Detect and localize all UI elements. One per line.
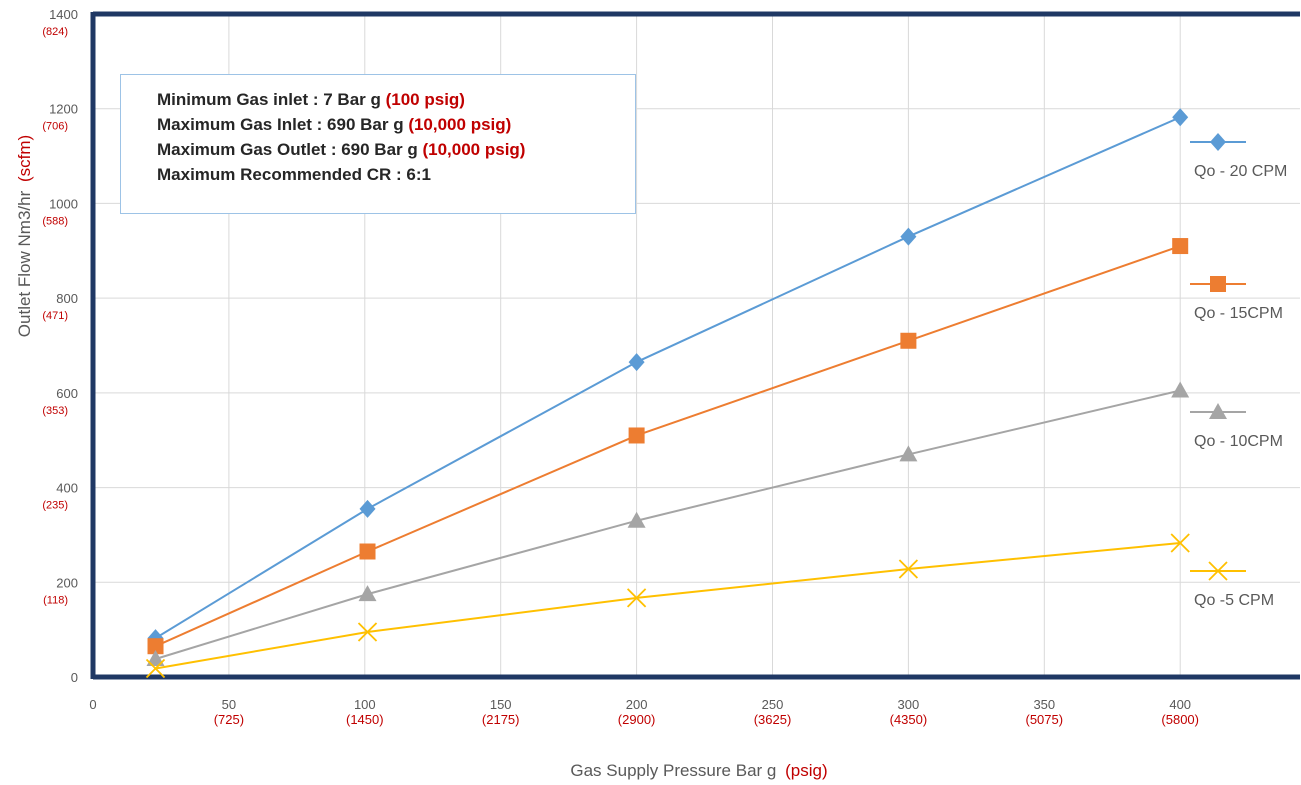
y-tick-sublabel: (471): [42, 310, 68, 322]
legend-label: Qo -5 CPM: [1194, 592, 1274, 609]
note-line: Maximum Recommended CR : 6:1: [157, 162, 635, 187]
legend-marker: [1210, 133, 1226, 151]
marker-stroke: [145, 658, 166, 679]
note-text: Maximum Gas Outlet : 690 Bar g: [157, 140, 423, 159]
data-point: [359, 499, 376, 518]
specs-annotation-box: Minimum Gas inlet : 7 Bar g (100 psig) M…: [120, 74, 636, 214]
note-line: Maximum Gas Inlet : 690 Bar g (10,000 ps…: [157, 112, 635, 137]
data-point: [147, 638, 164, 655]
y-tick-sublabel: (706): [42, 121, 68, 133]
x-tick-label: 400: [1169, 697, 1191, 712]
note-line: Maximum Gas Outlet : 690 Bar g (10,000 p…: [157, 137, 635, 162]
x-tick-sublabel: (2900): [618, 712, 656, 727]
y-tick-label: 800: [56, 291, 78, 306]
series-line: [155, 245, 1181, 648]
data-point: [627, 511, 646, 528]
note-accent: (10,000 psig): [422, 140, 526, 159]
data-point: [900, 227, 917, 246]
data-point: [357, 622, 378, 642]
x-tick-sublabel: (5075): [1026, 712, 1064, 727]
y-tick-sublabel: (353): [42, 405, 68, 417]
x-tick-sublabel: (4350): [890, 712, 928, 727]
legend-item: Qo - 15CPM: [1190, 276, 1283, 322]
marker-stroke: [898, 559, 919, 579]
x-tick-sublabel: (3625): [754, 712, 792, 727]
x-tick-label: 150: [490, 697, 512, 712]
y-axis-title: Outlet Flow Nm3/hr (scfm): [15, 135, 34, 337]
legend-item: Qo -5 CPM: [1190, 561, 1274, 609]
data-point: [628, 427, 645, 444]
series-triangle: [146, 381, 1190, 667]
x-tick-label: 250: [762, 697, 784, 712]
x-tick-label: 0: [89, 697, 96, 712]
note-text: Maximum Gas Inlet : 690 Bar g: [157, 115, 409, 134]
data-point: [898, 559, 919, 579]
x-tick-sublabel: (725): [214, 712, 244, 727]
legend-marker: [1210, 276, 1226, 292]
note-text: Minimum Gas inlet : 7 Bar g: [157, 90, 386, 109]
data-point: [626, 588, 647, 608]
y-axis-title-text: Outlet Flow Nm3/hr: [15, 190, 34, 337]
y-tick-label: 400: [56, 481, 78, 496]
note-line: Minimum Gas inlet : 7 Bar g (100 psig): [157, 87, 635, 112]
series-group: [145, 108, 1190, 679]
y-axis-title-unit: (scfm): [15, 135, 34, 182]
x-tick-sublabel: (5800): [1161, 712, 1199, 727]
y-tick-label: 1400: [49, 7, 78, 22]
data-point: [628, 353, 645, 372]
data-point: [1170, 533, 1190, 553]
data-point: [145, 658, 166, 679]
x-tick-sublabel: (2175): [482, 712, 520, 727]
y-tick-label: 0: [71, 670, 78, 685]
marker-stroke: [357, 622, 378, 642]
legend-marker: [1209, 403, 1227, 419]
marker-stroke: [1208, 561, 1228, 581]
series-line: [155, 389, 1181, 660]
legend-label: Qo - 10CPM: [1194, 433, 1283, 450]
legend-marker: [1208, 561, 1228, 581]
y-tick-sublabel: (588): [42, 215, 68, 227]
x-tick-sublabel: (1450): [346, 712, 384, 727]
legend: Qo - 20 CPM Qo - 15CPM Qo - 10CPM Qo -5 CPM: [1190, 133, 1287, 609]
note-text: Maximum Recommended CR : 6:1: [157, 165, 431, 184]
y-tick-label: 600: [56, 386, 78, 401]
data-point: [146, 650, 165, 667]
legend-label: Qo - 20 CPM: [1194, 163, 1287, 180]
legend-label: Qo - 15CPM: [1194, 305, 1283, 322]
x-axis-title-text: Gas Supply Pressure Bar g: [570, 761, 776, 780]
x-tick-label: 200: [626, 697, 648, 712]
y-tick-sublabel: (824): [42, 26, 68, 38]
series-x: [145, 533, 1190, 679]
marker-stroke: [626, 588, 647, 608]
note-accent: (100 psig): [385, 90, 465, 109]
x-axis-title-unit: (psig): [785, 761, 828, 780]
x-tick-label: 300: [898, 697, 920, 712]
data-point: [358, 585, 377, 602]
note-accent: (10,000 psig): [408, 115, 512, 134]
y-axis-ticks: 0 200 (118) 400 (235) 600 (353) 800 (471) 1000 (58…: [42, 7, 78, 685]
x-tick-label: 50: [222, 697, 236, 712]
x-axis-title: Gas Supply Pressure Bar g (psig): [570, 761, 827, 780]
series-line: [155, 541, 1181, 670]
plot-frame: [90, 11, 1300, 680]
legend-item: Qo - 10CPM: [1190, 403, 1283, 450]
y-tick-label: 1200: [49, 102, 78, 117]
marker-stroke: [1170, 533, 1190, 553]
data-point: [899, 445, 918, 462]
y-tick-label: 1000: [49, 196, 78, 211]
y-tick-sublabel: (118): [43, 594, 68, 606]
x-axis-ticks: 0 50(725) 100(1450) 150(2175) 200(2900) 250(3…: [89, 697, 1199, 727]
data-point: [1172, 238, 1189, 255]
data-point: [359, 543, 376, 560]
y-tick-sublabel: (235): [42, 500, 68, 512]
y-tick-label: 200: [56, 575, 78, 590]
series-square: [147, 238, 1189, 655]
data-point: [1171, 381, 1190, 398]
x-tick-label: 100: [354, 697, 376, 712]
data-point: [900, 332, 917, 349]
legend-item: Qo - 20 CPM: [1190, 133, 1287, 180]
x-tick-label: 350: [1033, 697, 1055, 712]
data-point: [1172, 108, 1189, 127]
